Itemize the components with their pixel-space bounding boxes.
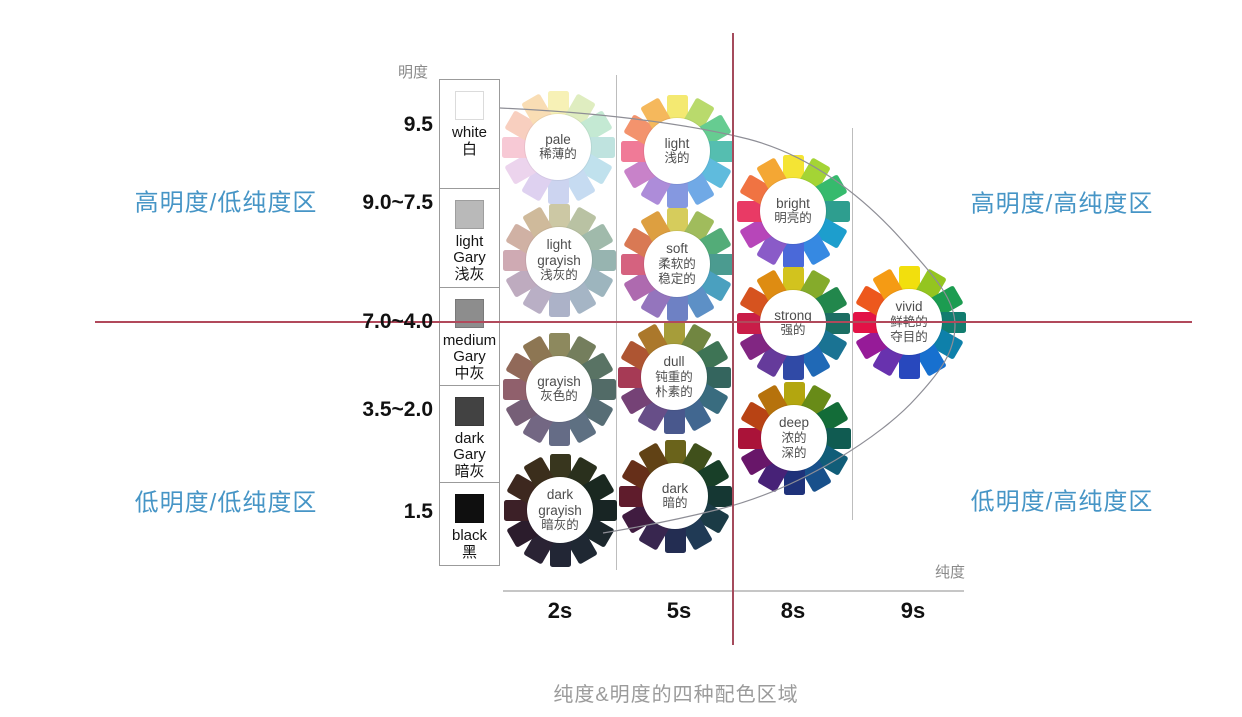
tone-name-zh: 夺目的 bbox=[890, 329, 928, 344]
legend-swatch bbox=[455, 200, 484, 229]
tone-wheel-bright: bright 明亮的 bbox=[733, 151, 853, 271]
legend-cell-dark-Gary: dark Gary 暗灰 bbox=[440, 385, 499, 482]
legend-label-zh: 暗灰 bbox=[454, 462, 485, 480]
tone-name-en: deep bbox=[778, 415, 810, 431]
tone-wheel-grayish: grayish 灰色的 bbox=[499, 329, 619, 449]
tone-wheel-center-dark: dark 暗的 bbox=[642, 463, 708, 529]
tone-wheel-center-light: light 浅的 bbox=[644, 118, 710, 184]
legend-label-zh: 浅灰 bbox=[454, 265, 485, 283]
legend-label-en: dark Gary bbox=[453, 430, 486, 463]
tone-wheel-center-soft: soft 柔软的 稳定的 bbox=[644, 231, 710, 297]
legend-label-en: white bbox=[451, 124, 488, 141]
tone-wheel-dark: dark 暗的 bbox=[615, 436, 735, 556]
tone-name-en: grayish bbox=[537, 373, 581, 389]
tone-wheel-light-grayish: light grayish 浅灰的 bbox=[499, 200, 619, 320]
tone-name-en: soft bbox=[666, 241, 688, 257]
purity-tick-2s: 2s bbox=[547, 598, 573, 623]
tone-name-zh: 强的 bbox=[780, 323, 806, 338]
tone-name-zh: 柔软的 bbox=[658, 257, 696, 271]
tone-wheel-center-strong: strong 强的 bbox=[760, 290, 826, 356]
quadrant-label-bottom-right: 低明度/高纯度区 bbox=[970, 488, 1154, 516]
tone-wheel-soft: soft 柔软的 稳定的 bbox=[617, 204, 737, 324]
tone-name-en: light bbox=[664, 135, 690, 151]
tone-name-zh: 暗的 bbox=[662, 496, 688, 511]
tone-wheel-dark-grayish: dark grayish 暗灰的 bbox=[500, 450, 620, 570]
tone-wheel-center-pale: pale 稀薄的 bbox=[525, 114, 591, 180]
legend-label-zh: 白 bbox=[461, 140, 477, 158]
lightness-tick-2: 7.0~4.0 bbox=[362, 310, 433, 333]
tone-wheel-center-light-grayish: light grayish 浅灰的 bbox=[526, 227, 592, 293]
tone-wheel-dull: dull 钝重的 朴素的 bbox=[614, 317, 734, 437]
tone-name-zh: 灰色的 bbox=[540, 389, 578, 404]
tone-wheel-center-bright: bright 明亮的 bbox=[760, 178, 826, 244]
legend-swatch bbox=[455, 397, 484, 426]
tone-wheel-center-grayish: grayish 灰色的 bbox=[526, 356, 592, 422]
tone-wheel-pale: pale 稀薄的 bbox=[498, 87, 618, 207]
tone-name-en: vivid bbox=[895, 299, 923, 315]
tone-name-en: dark grayish bbox=[538, 487, 582, 518]
tone-name-zh: 稳定的 bbox=[658, 271, 696, 286]
legend-cell-black: black 黑 bbox=[440, 482, 499, 576]
legend-cell-medium-Gary: medium Gary 中灰 bbox=[440, 287, 499, 385]
lightness-axis-label: 明度 bbox=[398, 64, 429, 81]
tone-name-zh: 明亮的 bbox=[774, 211, 812, 226]
quadrant-label-top-left: 高明度/低纯度区 bbox=[134, 189, 318, 217]
lightness-tick-3: 3.5~2.0 bbox=[362, 398, 433, 421]
tone-name-zh: 朴素的 bbox=[655, 384, 693, 399]
purity-tick-5s: 5s bbox=[666, 598, 692, 623]
tone-name-zh: 稀薄的 bbox=[539, 147, 577, 162]
lightness-tick-0: 9.5 bbox=[403, 113, 433, 136]
legend-swatch bbox=[455, 299, 484, 328]
quadrant-label-bottom-left: 低明度/低纯度区 bbox=[134, 489, 318, 517]
purity-tick-9s: 9s bbox=[900, 598, 926, 623]
tone-wheel-center-deep: deep 浓的 深的 bbox=[761, 405, 827, 471]
legend-swatch bbox=[455, 91, 484, 120]
legend-cell-light-Gary: light Gary 浅灰 bbox=[440, 188, 499, 287]
tone-name-en: dark bbox=[661, 480, 689, 496]
legend-label-zh: 黑 bbox=[461, 543, 477, 561]
diagram-title: 纯度&明度的四种配色区域 bbox=[553, 684, 799, 706]
tone-name-zh: 浅灰的 bbox=[540, 268, 578, 283]
legend-label-en: light Gary bbox=[453, 233, 486, 266]
red-vertical-purity-divider bbox=[732, 33, 734, 645]
legend-cell-white: white 白 bbox=[440, 91, 499, 188]
tone-wheel-deep: deep 浓的 深的 bbox=[734, 378, 854, 498]
tone-name-zh: 深的 bbox=[781, 445, 807, 460]
tone-name-zh: 浓的 bbox=[781, 431, 807, 445]
legend-label-en: medium Gary bbox=[442, 332, 497, 365]
tone-name-zh: 暗灰的 bbox=[541, 518, 579, 533]
purity-tick-labels: 2s 5s 8s 9s bbox=[0, 598, 1242, 628]
tone-name-en: dull bbox=[663, 354, 685, 370]
tone-name-zh: 浅的 bbox=[664, 151, 690, 166]
quadrant-label-top-right: 高明度/高纯度区 bbox=[970, 190, 1154, 218]
tone-name-zh: 钝重的 bbox=[655, 370, 693, 384]
lightness-tick-labels: 9.5 9.0~7.5 7.0~4.0 3.5~2.0 1.5 bbox=[340, 0, 433, 717]
tone-wheel-center-dull: dull 钝重的 朴素的 bbox=[641, 344, 707, 410]
legend-label-zh: 中灰 bbox=[454, 364, 485, 382]
purity-tick-8s: 8s bbox=[780, 598, 806, 623]
lightness-tick-4: 1.5 bbox=[403, 500, 433, 523]
legend-swatch bbox=[455, 494, 484, 523]
legend-label-en: black bbox=[451, 527, 488, 544]
tone-wheel-strong: strong 强的 bbox=[733, 263, 853, 383]
red-horizontal-lightness-divider bbox=[95, 321, 1192, 323]
purity-axis-label: 纯度 bbox=[935, 564, 966, 581]
lightness-tick-1: 9.0~7.5 bbox=[362, 191, 433, 214]
tone-wheel-center-dark-grayish: dark grayish 暗灰的 bbox=[527, 477, 593, 543]
tone-name-en: pale bbox=[545, 131, 571, 147]
tone-wheel-light: light 浅的 bbox=[617, 91, 737, 211]
tone-name-en: bright bbox=[776, 195, 810, 211]
tone-name-en: light grayish bbox=[537, 237, 581, 268]
